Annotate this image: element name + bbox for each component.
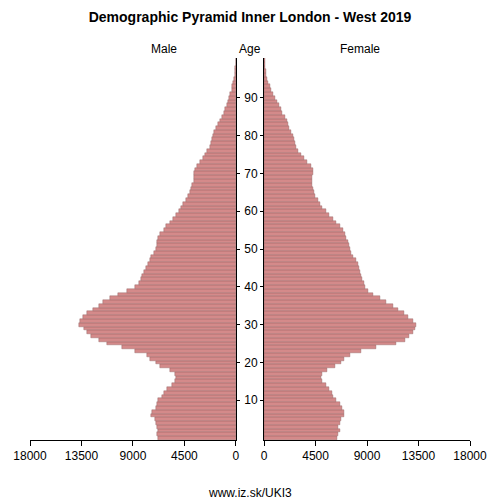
- svg-text:30: 30: [244, 318, 258, 332]
- svg-text:9000: 9000: [120, 449, 147, 463]
- svg-text:13500: 13500: [65, 449, 99, 463]
- svg-text:4500: 4500: [302, 449, 329, 463]
- svg-text:80: 80: [244, 129, 258, 143]
- svg-text:70: 70: [244, 167, 258, 181]
- svg-text:90: 90: [244, 91, 258, 105]
- svg-text:4500: 4500: [171, 449, 198, 463]
- svg-text:50: 50: [244, 242, 258, 256]
- svg-text:Female: Female: [340, 42, 380, 56]
- svg-text:Age: Age: [239, 42, 261, 56]
- svg-text:40: 40: [244, 280, 258, 294]
- svg-text:18000: 18000: [13, 449, 47, 463]
- svg-text:20: 20: [244, 356, 258, 370]
- svg-text:Demographic Pyramid Inner Lond: Demographic Pyramid Inner London - West …: [89, 9, 412, 25]
- svg-text:Male: Male: [151, 42, 177, 56]
- svg-text:0: 0: [261, 449, 268, 463]
- svg-text:60: 60: [244, 204, 258, 218]
- svg-text:18000: 18000: [453, 449, 487, 463]
- svg-text:www.iz.sk/UKI3: www.iz.sk/UKI3: [208, 486, 292, 500]
- svg-text:9000: 9000: [354, 449, 381, 463]
- svg-text:10: 10: [244, 393, 258, 407]
- svg-text:13500: 13500: [402, 449, 436, 463]
- svg-text:0: 0: [233, 449, 240, 463]
